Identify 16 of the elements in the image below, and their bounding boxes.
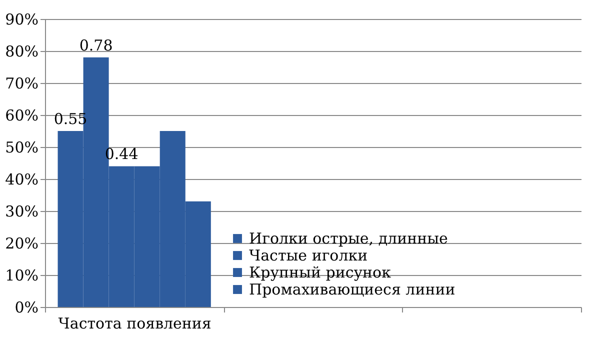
y-tick-label: 10% [5, 266, 38, 284]
y-tick-label: 90% [5, 10, 38, 28]
y-tick-label: 50% [5, 138, 38, 156]
y-tick-label: 40% [5, 170, 38, 188]
legend-label: Иголки острые, длинные [249, 230, 448, 248]
y-tick-label: 70% [5, 74, 38, 92]
x-tick-label: Частота появления [58, 314, 212, 332]
y-tick-label: 60% [5, 106, 38, 124]
legend-label: Частые иголки [249, 246, 368, 264]
y-tick-label: 0% [14, 298, 38, 316]
y-tick-label: 80% [5, 42, 38, 60]
data-label: 0.78 [79, 36, 113, 54]
legend-label: Промахивающиеся линии [249, 280, 456, 298]
legend-label: Крупный рисунок [249, 264, 392, 282]
y-tick-label: 30% [5, 202, 38, 220]
y-tick-label: 20% [5, 234, 38, 252]
